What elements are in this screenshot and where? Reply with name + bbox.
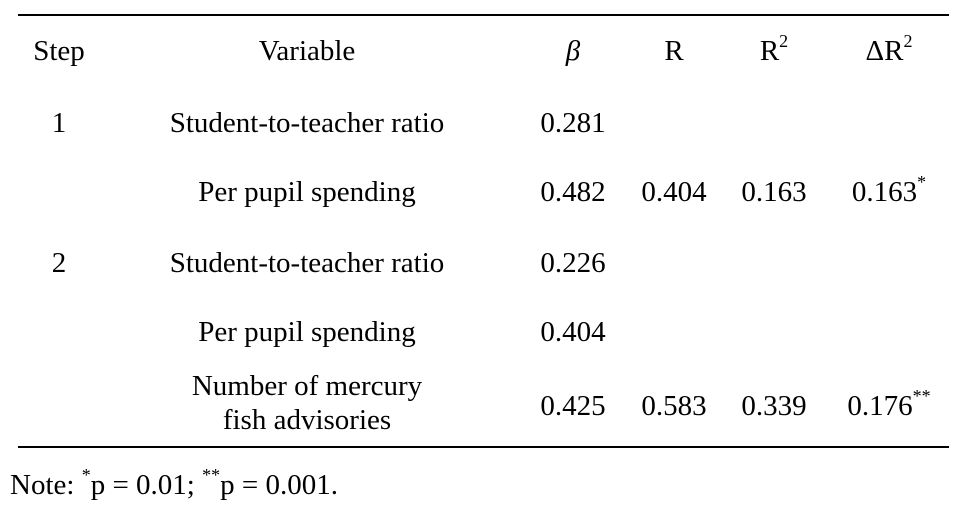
header-delta-r-squared-base: ΔR: [865, 35, 904, 67]
table-bottom-rule: [18, 446, 949, 448]
note-sig1-text: p = 0.01;: [90, 469, 203, 501]
row-variable: Student-to-teacher ratio: [169, 247, 445, 279]
table-top-rule: [18, 14, 949, 16]
row-delta-r-squared: 0.163*: [830, 172, 948, 209]
header-delta-r-squared: ΔR2: [830, 31, 948, 68]
row-variable: Per pupil spending: [198, 316, 416, 348]
row-variable: Per pupil spending: [198, 176, 416, 208]
table-note: Note: *p = 0.01; **p = 0.001.: [10, 465, 338, 502]
note-sig1-mark: *: [81, 465, 91, 486]
significance-mark: **: [912, 386, 931, 407]
row-r-squared: 0.163: [741, 176, 807, 208]
header-variable: Variable: [258, 35, 356, 67]
row-delta-r-squared: 0.176**: [830, 386, 948, 423]
row-delta-r-squared-value: 0.163: [851, 176, 918, 208]
row-beta: 0.226: [540, 247, 606, 279]
row-variable: Student-to-teacher ratio: [169, 107, 445, 139]
row-r-squared: 0.339: [741, 390, 807, 422]
header-r-squared-base: R: [759, 35, 780, 67]
header-delta-r-squared-sup: 2: [903, 31, 913, 52]
row-beta: 0.404: [540, 316, 606, 348]
row-variable-line2: fish advisories: [222, 404, 392, 436]
note-sig2-mark: **: [202, 465, 221, 486]
row-delta-r-squared-value: 0.176: [847, 390, 913, 422]
header-step: Step: [33, 35, 85, 67]
significance-mark: *: [917, 172, 927, 193]
row-beta: 0.482: [540, 176, 606, 208]
note-prefix: Note:: [10, 469, 82, 501]
row-beta: 0.425: [540, 390, 606, 422]
header-r-squared-sup: 2: [779, 31, 789, 52]
row-r: 0.404: [641, 176, 707, 208]
row-r: 0.583: [641, 390, 707, 422]
row-beta: 0.281: [540, 107, 606, 139]
header-beta: β: [565, 35, 581, 67]
row-variable-line1: Number of mercury: [191, 370, 423, 402]
header-r-squared: R2: [724, 31, 824, 68]
row-step: 1: [51, 107, 67, 139]
row-step: 2: [51, 247, 67, 279]
header-r: R: [664, 35, 684, 67]
note-sig2-text: p = 0.001.: [220, 469, 338, 501]
